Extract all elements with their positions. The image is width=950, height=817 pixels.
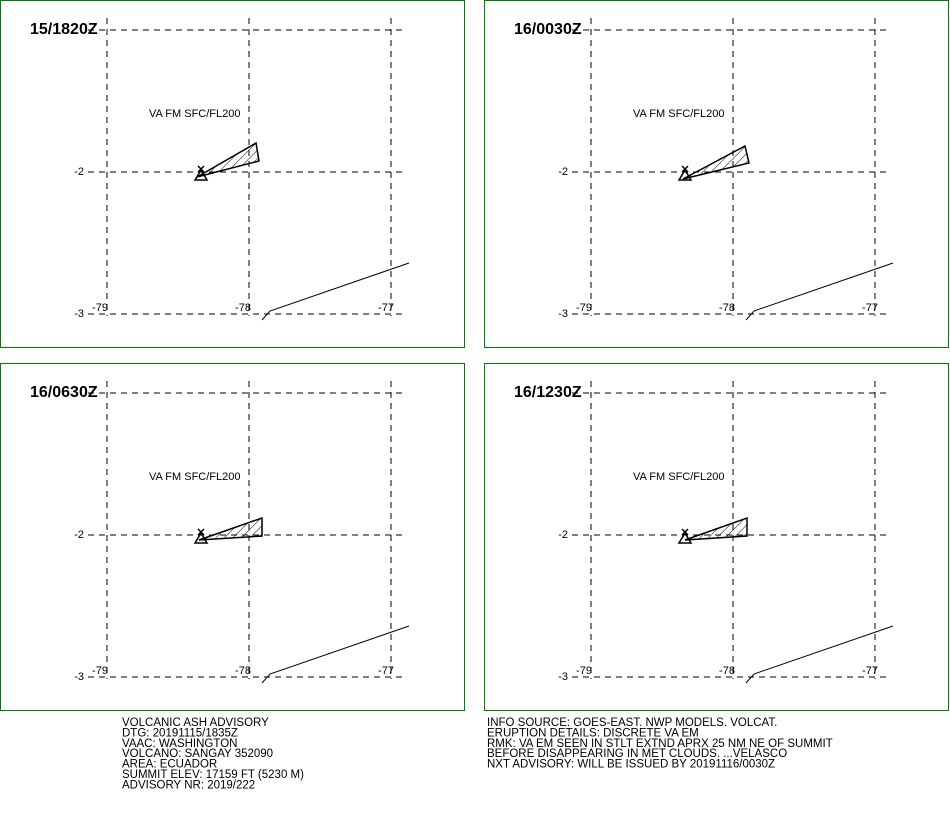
lon-label: -77 (378, 665, 394, 677)
panel-border (484, 0, 949, 348)
ash-cloud (684, 516, 748, 541)
coastline (261, 625, 410, 684)
ash-label: VA FM SFC/FL200 (149, 471, 241, 483)
valid-time: 16/0630Z (30, 384, 98, 401)
ash-cloud (198, 516, 263, 541)
volcano-symbol (677, 165, 693, 181)
lon-label: -78 (235, 665, 251, 677)
volcano-symbol (677, 528, 693, 544)
info-line: RMK: VA EM SEEN IN STLT EXTND APRX 25 NM… (487, 738, 833, 750)
lat-label: -3 (74, 671, 84, 683)
coastline (745, 625, 894, 684)
info-line: INFO SOURCE: GOES-EAST. NWP MODELS. VOLC… (487, 717, 777, 729)
info-line: BEFORE DISAPPEARING IN MET CLOUDS. ...VE… (487, 748, 787, 760)
info-line: DTG: 20191115/1835Z (122, 727, 238, 739)
volcano-symbol (193, 528, 209, 544)
lon-label: -79 (576, 302, 592, 314)
lat-label: -2 (74, 166, 84, 178)
lat-label: -2 (558, 166, 568, 178)
map-panel: -2 -3 -79 -78 -77 16/0630Z VA FM SFC/FL200 (0, 363, 465, 711)
lon-label: -78 (719, 665, 735, 677)
ash-label: VA FM SFC/FL200 (633, 471, 725, 483)
lat-label: -3 (558, 308, 568, 320)
info-line: VOLCANIC ASH ADVISORY (122, 717, 269, 729)
ash-label: VA FM SFC/FL200 (149, 108, 241, 120)
panel-border (484, 363, 949, 711)
info-line: ERUPTION DETAILS: DISCRETE VA EM (487, 727, 699, 739)
info-line: SUMMIT ELEV: 17159 FT (5230 M) (122, 769, 304, 781)
lon-label: -79 (92, 665, 108, 677)
lat-label: -2 (74, 529, 84, 541)
info-line: NXT ADVISORY: WILL BE ISSUED BY 20191116… (487, 759, 775, 771)
valid-time: 15/1820Z (30, 21, 98, 38)
info-line: VAAC: WASHINGTON (122, 738, 237, 750)
lat-label: -3 (74, 308, 84, 320)
lon-label: -79 (576, 665, 592, 677)
info-line: AREA: ECUADOR (122, 759, 217, 771)
map-panel: -2 -3 -79 -78 -77 15/1820Z VA FM SFC/FL200 (0, 0, 465, 348)
lat-label: -3 (558, 671, 568, 683)
lon-label: -77 (862, 302, 878, 314)
panel-border (0, 0, 465, 348)
lon-label: -78 (719, 302, 735, 314)
info-line: VOLCANO: SANGAY 352090 (122, 748, 273, 760)
lon-label: -77 (378, 302, 394, 314)
map-panel: -2 -3 -79 -78 -77 16/0030Z VA FM SFC/FL200 (484, 0, 949, 348)
panel-border (0, 363, 465, 711)
lon-label: -79 (92, 302, 108, 314)
valid-time: 16/1230Z (514, 384, 582, 401)
lon-label: -77 (862, 665, 878, 677)
coastline (745, 262, 894, 321)
lat-label: -2 (558, 529, 568, 541)
map-panel: -2 -3 -79 -78 -77 16/1230Z VA FM SFC/FL200 (484, 363, 949, 711)
valid-time: 16/0030Z (514, 21, 582, 38)
coastline (261, 262, 410, 321)
ash-cloud (196, 141, 260, 178)
lon-label: -78 (235, 302, 251, 314)
ash-label: VA FM SFC/FL200 (633, 108, 725, 120)
info-line: ADVISORY NR: 2019/222 (122, 779, 255, 791)
ash-cloud (682, 144, 750, 180)
